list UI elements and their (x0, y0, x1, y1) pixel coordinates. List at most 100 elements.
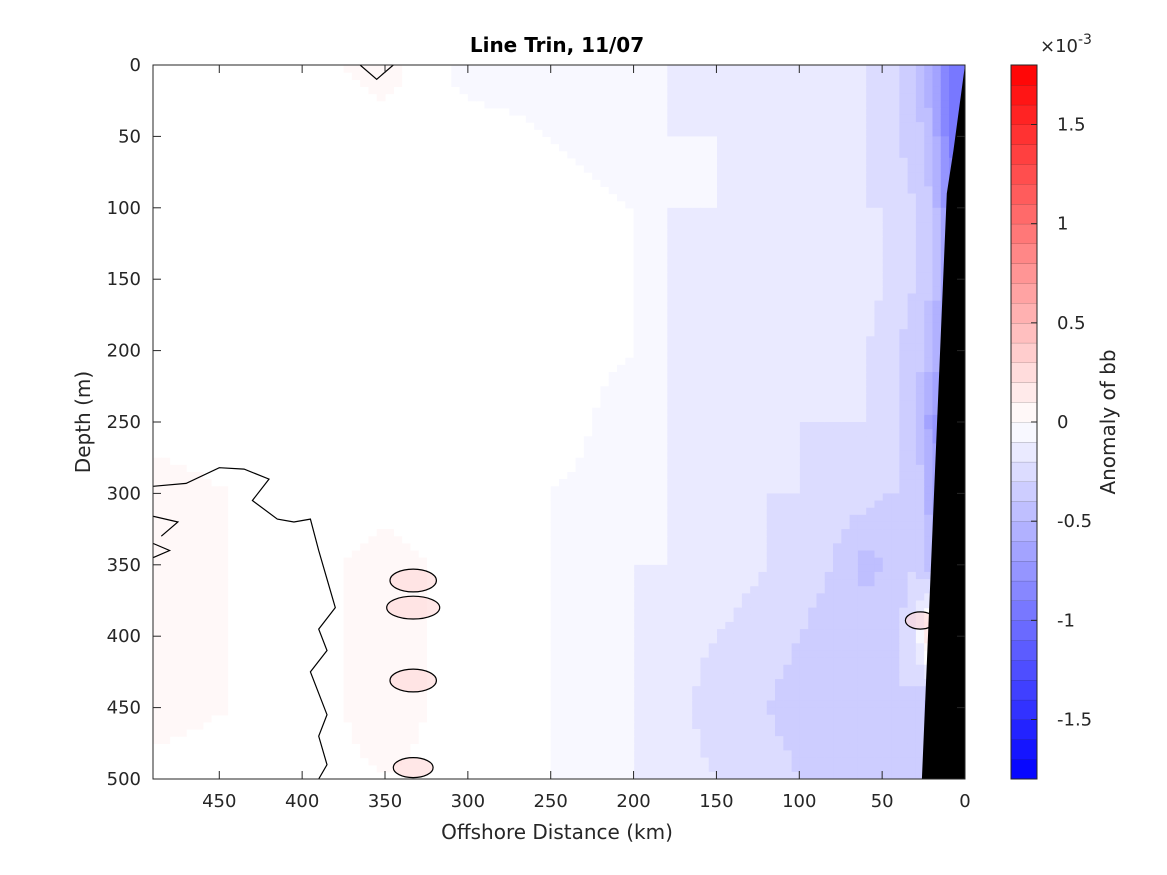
field-cell (666, 314, 676, 323)
field-cell (724, 750, 734, 759)
field-cell (675, 136, 684, 145)
field-cell (592, 114, 602, 123)
field-cell (625, 657, 635, 666)
field-cell (757, 207, 767, 216)
field-cell (600, 386, 610, 395)
field-cell (699, 386, 709, 395)
field-cell (898, 471, 908, 480)
field-cell (890, 600, 900, 609)
field-cell (840, 336, 850, 345)
field-cell (931, 322, 941, 330)
field-cell (733, 422, 742, 430)
field-cell (815, 693, 825, 702)
field-cell (716, 364, 726, 373)
field-cell (931, 272, 941, 280)
field-cell (840, 607, 850, 616)
field-cell (907, 200, 916, 209)
field-cell (641, 614, 651, 623)
field-cell (351, 564, 361, 573)
field-cell (741, 714, 751, 723)
field-cell (625, 186, 635, 195)
field-cell (741, 564, 751, 573)
field-cell (683, 579, 693, 587)
field-cell (857, 707, 867, 716)
field-cell (641, 514, 651, 523)
field-cell (882, 536, 892, 544)
field-cell (691, 414, 701, 423)
field-cell (650, 93, 660, 102)
field-cell (724, 422, 734, 430)
field-cell (666, 79, 676, 88)
field-cell (633, 314, 643, 323)
field-cell (898, 743, 908, 752)
field-cell (865, 536, 875, 544)
field-cell (368, 743, 378, 752)
field-cell (393, 79, 403, 88)
field-cell (733, 272, 742, 280)
field-cell (716, 521, 726, 530)
field-cell (766, 550, 776, 559)
field-cell (741, 436, 751, 445)
field-cell (617, 457, 626, 466)
field-cell (691, 671, 701, 680)
field-cell (807, 436, 817, 445)
field-cell (708, 514, 718, 523)
field-cell (890, 707, 900, 716)
field-cell (716, 172, 726, 180)
field-cell (857, 479, 867, 487)
field-cell (774, 107, 784, 116)
field-cell (675, 414, 684, 423)
field-cell (393, 686, 403, 694)
field-cell (691, 243, 701, 252)
field-cell (625, 164, 635, 173)
field-cell (791, 79, 800, 88)
field-cell (592, 86, 602, 95)
field-cell (550, 86, 560, 95)
field-cell (699, 400, 709, 409)
field-cell (882, 393, 892, 402)
field-cell (791, 350, 800, 359)
field-cell (724, 157, 734, 166)
field-cell (708, 164, 718, 173)
field-cell (890, 207, 900, 216)
field-cell (650, 550, 660, 559)
field-cell (757, 350, 767, 359)
field-cell (824, 450, 834, 459)
field-cell (550, 536, 560, 544)
field-cell (749, 329, 759, 337)
field-cell (873, 629, 883, 637)
field-cell (542, 72, 552, 80)
field-cell (749, 264, 759, 273)
field-cell (608, 771, 618, 779)
field-cell (907, 586, 916, 594)
field-cell (749, 414, 759, 423)
field-cell (393, 650, 403, 659)
field-cell (766, 621, 776, 630)
field-cell (617, 65, 626, 73)
field-cell (815, 400, 825, 409)
field-cell (832, 729, 842, 737)
field-cell (633, 386, 643, 395)
field-cell (807, 414, 817, 423)
field-cell (749, 536, 759, 544)
field-cell (368, 671, 378, 680)
field-cell (633, 222, 643, 230)
field-cell (865, 443, 875, 452)
field-cell (741, 136, 751, 145)
field-cell (376, 86, 386, 95)
field-cell (882, 521, 892, 530)
field-cell (782, 336, 792, 345)
field-cell (675, 193, 684, 202)
field-cell (849, 579, 858, 587)
field-cell (840, 329, 850, 337)
field-cell (898, 329, 908, 337)
field-cell (385, 579, 394, 587)
field-cell (691, 250, 701, 259)
field-cell (807, 372, 817, 380)
field-cell (873, 364, 883, 373)
field-cell (832, 514, 842, 523)
field-cell (849, 714, 858, 723)
field-cell (600, 521, 610, 530)
field-cell (931, 93, 941, 102)
field-cell (716, 129, 726, 137)
